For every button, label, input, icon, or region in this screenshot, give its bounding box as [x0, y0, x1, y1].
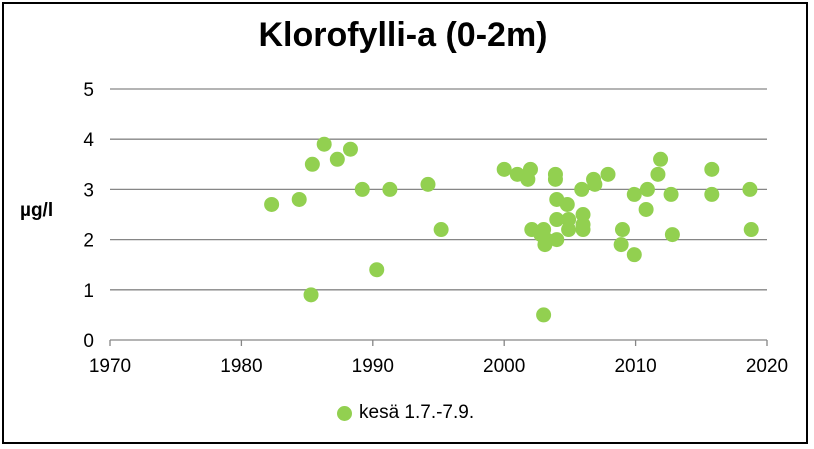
data-point: [638, 201, 654, 217]
y-tick-label: 4: [83, 130, 94, 151]
data-point: [639, 181, 655, 197]
chart-frame: [2, 2, 808, 444]
data-point: [382, 181, 398, 197]
data-point: [574, 181, 590, 197]
chart-title: Klorofylli-a (0-2m): [258, 16, 548, 54]
y-tick-label: 2: [83, 231, 94, 252]
y-tick-label: 5: [83, 80, 94, 101]
data-point: [264, 196, 280, 212]
data-point: [653, 151, 669, 167]
data-point: [433, 222, 449, 238]
data-point: [369, 262, 385, 278]
data-point: [549, 232, 565, 248]
data-point: [536, 307, 552, 323]
data-point: [538, 232, 554, 248]
y-tick-label: 0: [83, 331, 94, 352]
x-tick-label: 1980: [220, 356, 262, 377]
data-point: [342, 141, 358, 157]
x-tick-label: 1970: [89, 356, 131, 377]
data-point: [420, 176, 436, 192]
x-tick-label: 1990: [352, 356, 394, 377]
data-point: [742, 181, 758, 197]
data-point: [291, 191, 307, 207]
data-point: [354, 181, 370, 197]
data-point: [743, 222, 759, 238]
x-tick-label: 2000: [483, 356, 525, 377]
data-point: [329, 151, 345, 167]
data-point: [600, 166, 616, 182]
y-tick-label: 1: [83, 281, 94, 302]
data-point: [303, 287, 319, 303]
data-point: [587, 176, 603, 192]
data-point: [626, 186, 642, 202]
data-point: [559, 196, 575, 212]
data-point: [704, 186, 720, 202]
data-point: [561, 222, 577, 238]
data-points: [264, 136, 759, 323]
axes: 0 1 2 3 4 5 1970 1980 1990 2000 2010 2020: [83, 80, 788, 377]
x-tick-label: 2010: [614, 356, 656, 377]
data-point: [650, 166, 666, 182]
legend-marker-icon: [337, 405, 352, 421]
data-point: [496, 161, 512, 177]
data-point: [575, 222, 591, 238]
x-tick-label: 2020: [746, 356, 788, 377]
data-point: [304, 156, 320, 172]
data-point: [549, 212, 565, 228]
legend: kesä 1.7.-7.9.: [337, 402, 474, 424]
data-point: [316, 136, 332, 152]
y-axis-label: µg/l: [20, 200, 54, 221]
data-point: [664, 227, 680, 243]
data-point: [547, 171, 563, 187]
y-tick-label: 3: [83, 180, 94, 201]
data-point: [704, 161, 720, 177]
data-point: [522, 161, 538, 177]
data-point: [626, 247, 642, 263]
gridlines: [110, 88, 767, 291]
data-point: [613, 237, 629, 253]
data-point: [663, 186, 679, 202]
legend-label: kesä 1.7.-7.9.: [359, 402, 475, 423]
data-point: [614, 222, 630, 238]
